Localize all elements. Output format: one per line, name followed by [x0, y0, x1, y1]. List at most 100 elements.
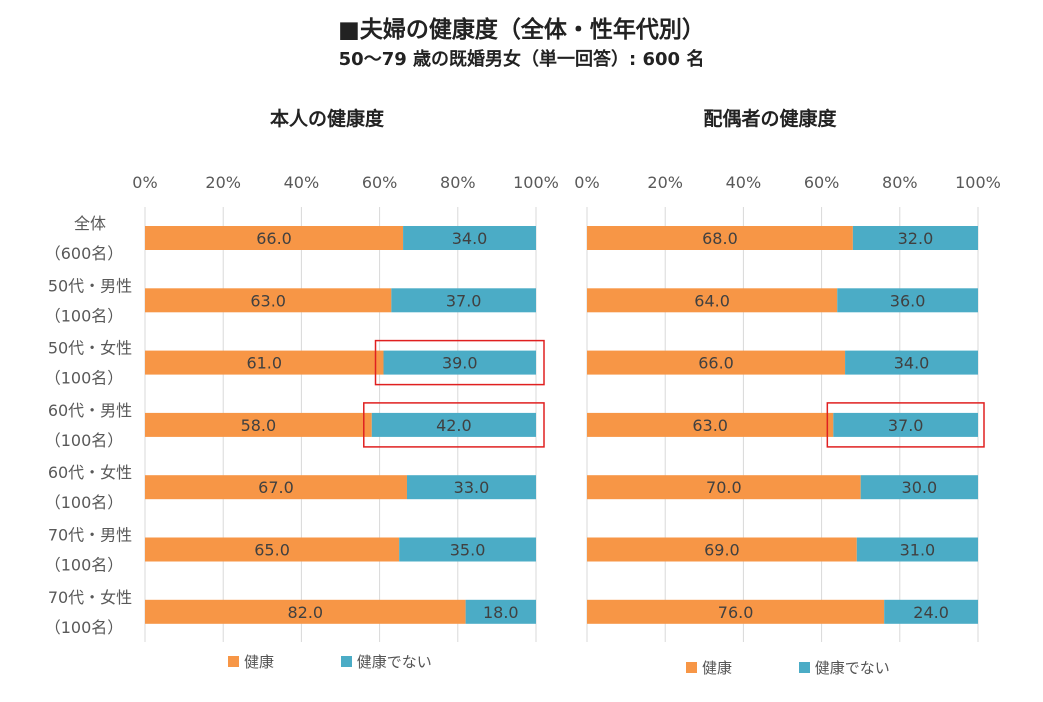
data-label: 66.0 [698, 354, 734, 373]
bar-segment [145, 288, 392, 313]
category-sublabel: （100名） [45, 618, 124, 637]
data-label: 18.0 [483, 603, 519, 622]
data-label: 66.0 [256, 229, 292, 248]
bar-segment [403, 226, 536, 250]
data-label: 42.0 [436, 416, 472, 435]
data-label: 58.0 [241, 416, 277, 435]
data-label: 37.0 [446, 291, 482, 310]
highlight-box [826, 402, 985, 448]
x-tick-label: 0% [132, 173, 157, 192]
highlight-box [363, 402, 545, 448]
data-label: 33.0 [454, 478, 490, 497]
bar-segment [145, 226, 404, 250]
bar-segment [856, 537, 978, 562]
data-label: 34.0 [452, 229, 488, 248]
x-tick-label: 20% [647, 173, 683, 192]
x-tick-label: 100% [955, 173, 1001, 192]
bar-segment [391, 288, 536, 313]
data-label: 39.0 [442, 354, 478, 373]
category-label: 70代・女性 [48, 588, 132, 607]
category-sublabel: （100名） [45, 493, 124, 512]
highlight-box [374, 339, 545, 386]
x-tick-label: 40% [726, 173, 762, 192]
legend-label-healthy: 健康 [702, 659, 733, 677]
right-panel-title: 配偶者の健康度 [703, 108, 837, 130]
x-tick-label: 80% [882, 173, 918, 192]
data-label: 31.0 [900, 541, 936, 560]
bar-segment [145, 599, 466, 624]
category-sublabel: （100名） [45, 306, 124, 325]
bar-segment [884, 599, 978, 624]
bar-segment [145, 475, 407, 500]
data-label: 64.0 [694, 291, 730, 310]
x-tick-label: 20% [205, 173, 241, 192]
right-legend: 健康 健康でない [686, 657, 952, 678]
legend-swatch-not-healthy [340, 656, 352, 667]
data-label: 65.0 [254, 541, 290, 560]
bar-segment [145, 537, 400, 562]
legend-item-not-healthy: 健康でない [340, 651, 432, 672]
bar-segment [587, 475, 861, 500]
data-label: 36.0 [890, 291, 926, 310]
bar-segment [406, 475, 536, 500]
legend-swatch-healthy [686, 662, 697, 673]
bar-segment [145, 350, 384, 375]
category-label: 60代・男性 [48, 401, 132, 420]
bar-segment [587, 288, 838, 313]
bar-segment [837, 288, 978, 313]
data-label: 30.0 [902, 478, 938, 497]
bar-segment [860, 475, 978, 500]
category-label: 全体 [74, 214, 106, 233]
bar-segment [399, 537, 536, 562]
bar-segment [587, 350, 846, 375]
x-tick-label: 60% [804, 173, 840, 192]
data-label: 82.0 [287, 603, 323, 622]
category-label: 70代・男性 [48, 526, 132, 545]
category-sublabel: （100名） [45, 369, 124, 388]
legend-swatch-not-healthy [798, 662, 810, 673]
data-label: 69.0 [704, 541, 740, 560]
data-label: 67.0 [258, 478, 294, 497]
category-label: 60代・女性 [48, 463, 132, 482]
chart-title: ■夫婦の健康度（全体・性年代別） [338, 17, 705, 43]
bar-segment [383, 350, 536, 375]
category-label: 50代・男性 [48, 276, 132, 295]
data-label: 37.0 [888, 416, 924, 435]
bar-segment [587, 537, 857, 562]
data-label: 32.0 [898, 229, 934, 248]
left-legend: 健康 健康でない [228, 651, 494, 672]
category-sublabel: （600名） [45, 244, 124, 263]
legend-item-not-healthy: 健康でない [798, 657, 890, 678]
x-tick-label: 60% [362, 173, 398, 192]
data-label: 63.0 [692, 416, 728, 435]
legend-item-healthy: 健康 [228, 651, 274, 672]
data-label: 63.0 [250, 291, 286, 310]
bar-segment [845, 350, 978, 375]
category-sublabel: （100名） [45, 556, 124, 575]
legend-swatch-healthy [228, 656, 239, 667]
data-label: 35.0 [450, 541, 486, 560]
bar-segment [587, 412, 834, 437]
x-tick-label: 100% [513, 173, 559, 192]
bar-segment [371, 412, 536, 437]
data-label: 68.0 [702, 229, 738, 248]
bar-segment [145, 412, 372, 437]
data-label: 61.0 [246, 354, 282, 373]
bar-segment [833, 412, 978, 437]
legend-item-healthy: 健康 [686, 657, 732, 678]
bar-segment [587, 226, 853, 250]
legend-label-not-healthy: 健康でない [356, 653, 432, 671]
legend-label-healthy: 健康 [244, 653, 275, 671]
bar-segment [587, 599, 885, 624]
data-label: 70.0 [706, 478, 742, 497]
x-tick-label: 0% [574, 173, 599, 192]
category-sublabel: （100名） [45, 431, 124, 450]
bar-segment [465, 599, 536, 624]
data-label: 34.0 [894, 354, 930, 373]
legend-label-not-healthy: 健康でない [814, 659, 890, 677]
data-label: 24.0 [913, 603, 949, 622]
x-tick-label: 80% [440, 173, 476, 192]
category-label: 50代・女性 [48, 339, 132, 358]
chart-subtitle: 50～79 歳の既婚男女（単一回答）: 600 名 [338, 49, 705, 70]
